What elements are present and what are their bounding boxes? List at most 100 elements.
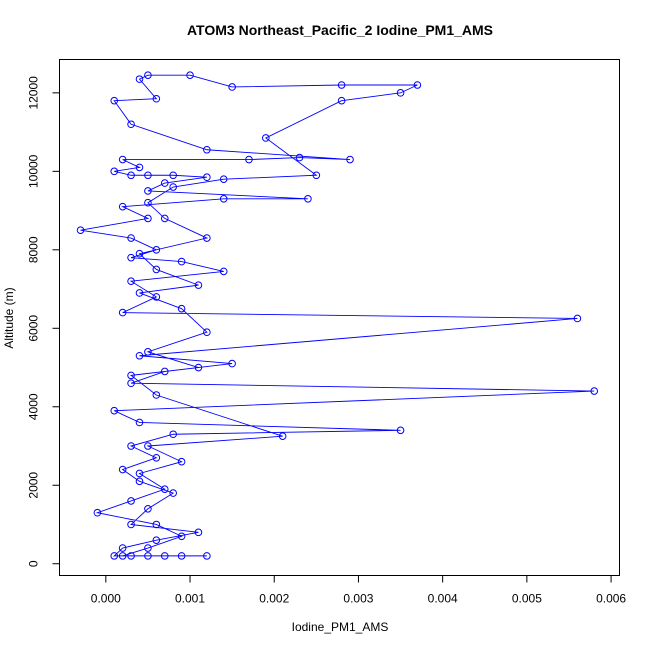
data-point [262,134,270,142]
data-point [169,171,177,180]
data-point [118,155,127,164]
data-point [177,532,186,541]
data-point [413,81,422,89]
data-point [152,265,161,274]
data-point [346,155,354,164]
data-point [194,281,203,289]
data-point [160,485,169,493]
data-point [194,528,203,537]
data-point [118,552,127,560]
data-point [144,198,152,207]
data-point [144,442,152,450]
data-point [135,418,144,427]
data-point [127,552,135,560]
data-point [152,94,161,103]
series-line [80,74,595,557]
data-point [135,249,144,258]
data-point [127,497,135,505]
data-point [135,469,144,478]
data-point [219,267,228,276]
data-point [144,504,152,513]
y-tick-label: 12000 [27,76,41,110]
data-point [127,234,135,242]
data-point [295,153,304,162]
y-tick-label: 0 [27,560,41,567]
chart-title: ATOM3 Northeast_Pacific_2 Iodine_PM1_AMS [187,22,493,38]
y-tick-label: 6000 [27,315,41,342]
data-point [135,289,144,297]
data-point [228,83,236,91]
data-point [160,214,169,223]
data-point [135,351,144,360]
data-point [118,202,127,211]
plot-area [76,71,599,560]
data-point [203,145,211,154]
data-point [144,71,152,79]
data-point [152,453,161,462]
data-point [169,183,177,191]
data-point [118,465,127,474]
data-point [304,195,312,203]
y-tick-label: 2000 [27,472,41,499]
data-point [203,328,211,337]
data-point [135,75,144,83]
data-point [127,371,135,380]
data-point [127,120,135,129]
data-point [590,387,599,395]
data-point [160,179,169,187]
data-point [203,552,211,560]
data-point [219,195,228,203]
data-point [144,544,152,552]
data-point [203,234,211,242]
data-point [144,552,152,560]
data-point [152,246,161,254]
data-point [177,457,186,466]
y-tick-label: 4000 [27,393,41,420]
data-point [127,442,135,450]
data-point [177,304,186,313]
data-point [152,293,161,301]
data-point [169,430,177,439]
data-point [135,163,144,172]
data-point [219,175,228,183]
data-point [573,314,582,323]
data-point [177,552,186,560]
data-point [169,489,177,497]
data-point [194,363,203,372]
y-axis: 0 2000 4000 6000 8000 10000 12000 [27,76,60,567]
x-tick-label: 0.000 [91,592,121,606]
plot-frame [59,59,620,576]
data-point [152,536,161,544]
data-point [337,96,346,105]
data-point [127,277,135,286]
data-point [76,226,85,234]
data-point [186,71,194,79]
data-point [110,552,119,560]
data-point [396,426,405,435]
x-axis-label: Iodine_PM1_AMS [292,620,389,634]
x-tick-label: 0.006 [596,592,626,606]
x-tick-label: 0.001 [175,592,205,606]
x-tick-label: 0.004 [428,592,458,606]
data-point [93,508,102,517]
data-point [144,348,152,356]
data-point [144,187,152,195]
data-point [135,477,144,486]
x-tick-label: 0.003 [343,592,373,606]
y-tick-label: 8000 [27,236,41,263]
x-tick-label: 0.002 [259,592,289,606]
data-point [144,171,152,180]
data-point [228,359,236,368]
data-point [177,257,186,266]
data-point [278,432,287,440]
data-point [144,214,152,223]
data-point [110,406,119,415]
data-point [127,520,135,529]
data-point [118,544,127,552]
data-point [152,391,161,399]
data-point [160,552,169,560]
data-point [396,89,405,97]
data-point [127,379,135,388]
data-point [245,155,253,164]
